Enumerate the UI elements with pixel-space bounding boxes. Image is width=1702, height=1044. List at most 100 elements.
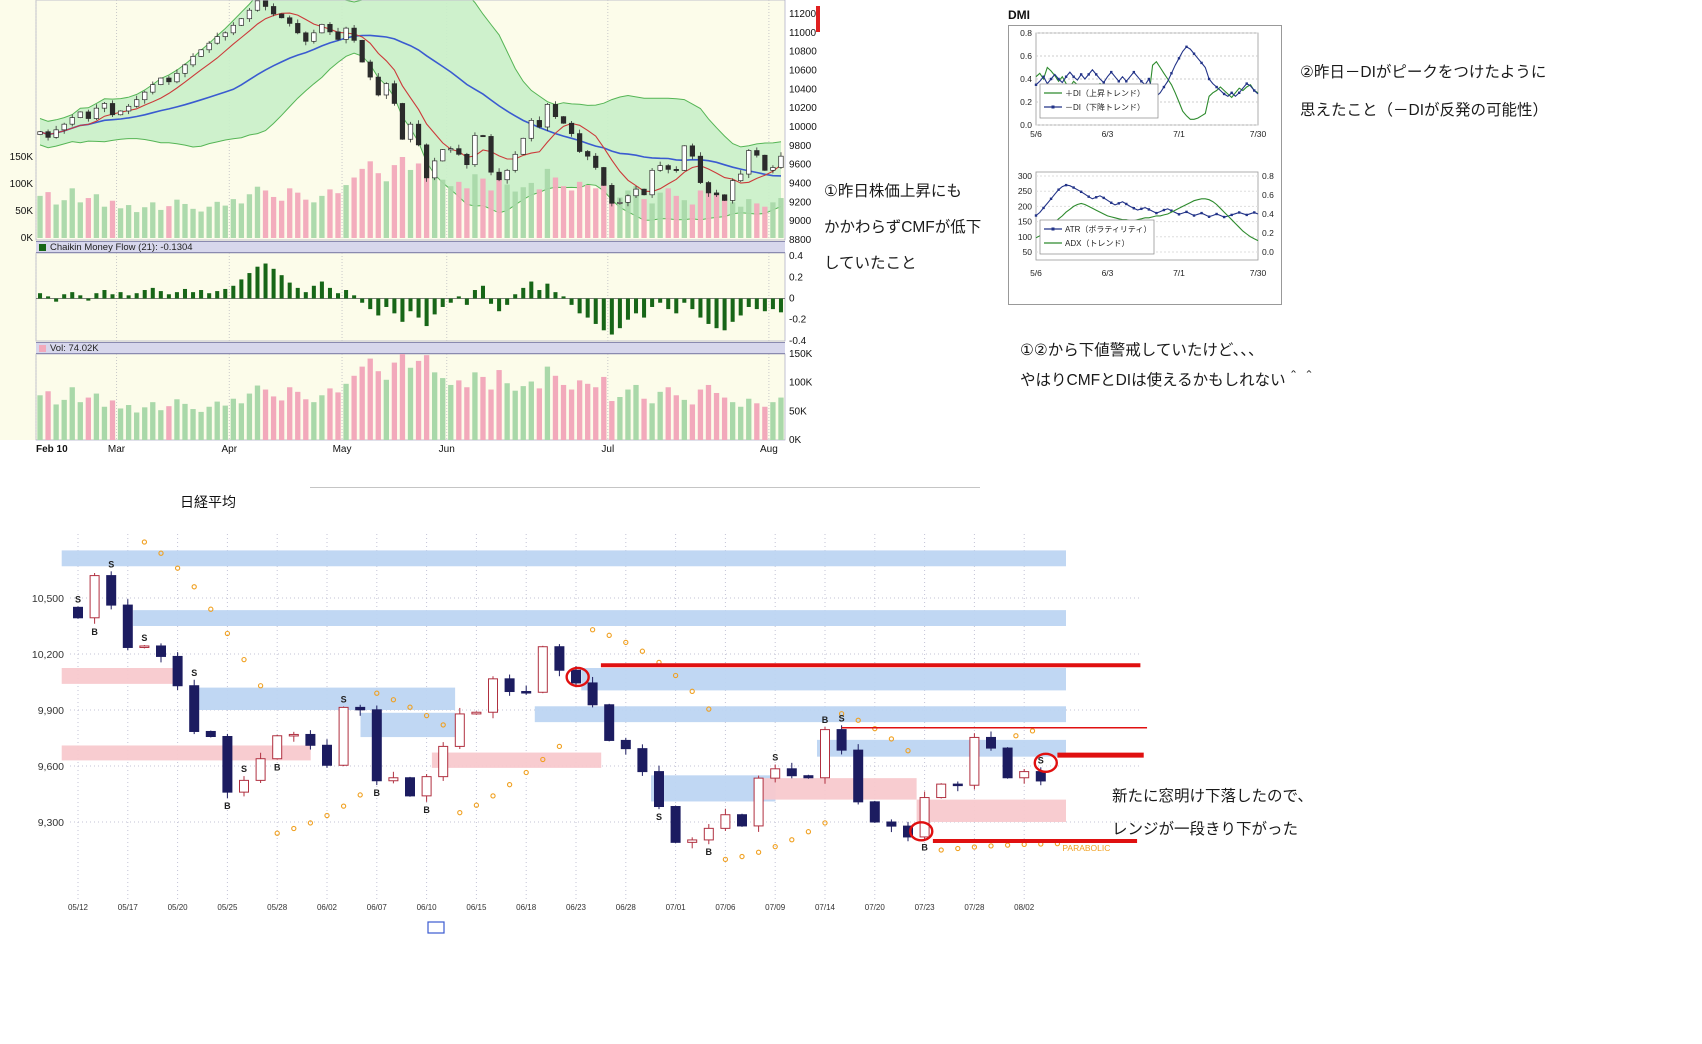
atr-adx-series <box>1034 183 1259 242</box>
note-line: 思えたこと（－DIが反発の可能性） <box>1300 102 1549 119</box>
svg-text:S: S <box>839 713 845 723</box>
svg-text:7/1: 7/1 <box>1173 129 1185 139</box>
note-line: ①昨日株価上昇にも <box>824 183 962 200</box>
svg-text:07/06: 07/06 <box>715 903 736 912</box>
svg-text:06/18: 06/18 <box>516 903 537 912</box>
price-panel <box>37 0 784 238</box>
nikkei-chart-title: 日経平均 <box>180 494 236 510</box>
svg-text:08/02: 08/02 <box>1014 903 1035 912</box>
svg-text:50K: 50K <box>789 406 807 417</box>
svg-text:300: 300 <box>1018 171 1032 181</box>
svg-text:S: S <box>191 668 197 678</box>
svg-text:7/1: 7/1 <box>1173 268 1185 278</box>
svg-text:9,300: 9,300 <box>38 817 64 829</box>
svg-text:0.0: 0.0 <box>1262 247 1274 257</box>
svg-text:B: B <box>706 847 713 857</box>
dmi-legend: ＋DI（上昇トレンド） －DI（下降トレンド） <box>1039 83 1159 119</box>
svg-text:9800: 9800 <box>789 141 812 152</box>
svg-text:0.2: 0.2 <box>1020 97 1032 107</box>
svg-text:10,500: 10,500 <box>32 593 64 605</box>
svg-text:B: B <box>224 801 231 811</box>
support-resistance-bands <box>61 550 1066 823</box>
svg-text:9,600: 9,600 <box>38 761 64 773</box>
candlestick-series <box>37 0 784 207</box>
candlestick-series <box>73 571 1046 849</box>
svg-text:11000: 11000 <box>789 28 817 39</box>
svg-text:0K: 0K <box>789 435 802 446</box>
svg-text:S: S <box>341 694 347 704</box>
svg-text:07/01: 07/01 <box>666 903 687 912</box>
dmi-title: DMI <box>1008 8 1030 22</box>
svg-text:S: S <box>241 764 247 774</box>
svg-text:0.2: 0.2 <box>1262 228 1274 238</box>
svg-text:100K: 100K <box>10 179 34 190</box>
svg-text:100: 100 <box>1018 232 1032 242</box>
svg-text:8800: 8800 <box>789 235 812 246</box>
svg-text:05/28: 05/28 <box>267 903 288 912</box>
svg-text:10,200: 10,200 <box>32 649 64 661</box>
note-line: かかわらずCMFが低下 <box>824 219 982 236</box>
moving-averages <box>39 12 782 193</box>
svg-text:6/3: 6/3 <box>1102 268 1114 278</box>
svg-text:0.4: 0.4 <box>1262 209 1274 219</box>
note-conclusion: ①②から下値警戒していたけど、、、 やはりCMFとDIは使えるかもしれない＾＾ <box>1020 336 1317 396</box>
svg-text:B: B <box>822 715 829 725</box>
svg-text:10200: 10200 <box>789 103 817 114</box>
note-line: 新たに窓明け下落したので、 <box>1112 788 1313 805</box>
svg-text:Feb 10: Feb 10 <box>36 444 68 455</box>
dmi-widget: DMI 0.8 0.6 0.4 0.2 0.0 5/6 6/3 7/1 7/30 ＋DI（上昇トレ… <box>1008 8 1282 305</box>
volume-panel-header: Vol: 74.02K <box>36 342 785 354</box>
svg-text:0K: 0K <box>21 233 34 244</box>
svg-text:07/23: 07/23 <box>915 903 936 912</box>
svg-text:6/3: 6/3 <box>1102 129 1114 139</box>
svg-text:5/6: 5/6 <box>1030 129 1042 139</box>
svg-text:ATR（ボラティリティ）: ATR（ボラティリティ） <box>1065 225 1151 234</box>
svg-text:06/10: 06/10 <box>417 903 438 912</box>
svg-text:-0.2: -0.2 <box>789 315 807 326</box>
breakout-lines <box>600 663 1148 844</box>
svg-text:7/30: 7/30 <box>1250 268 1267 278</box>
svg-text:Jun: Jun <box>439 444 455 455</box>
svg-text:0.8: 0.8 <box>1020 28 1032 38</box>
svg-text:PARABOLIC: PARABOLIC <box>1062 843 1110 853</box>
svg-text:07/20: 07/20 <box>865 903 886 912</box>
svg-text:S: S <box>1038 755 1044 765</box>
svg-text:05/12: 05/12 <box>68 903 89 912</box>
svg-text:10400: 10400 <box>789 84 817 95</box>
svg-text:Aug: Aug <box>760 444 778 455</box>
svg-text:10800: 10800 <box>789 47 817 58</box>
note-range-down: 新たに窓明け下落したので、 レンジが一段きり下がった <box>1112 780 1313 846</box>
divider <box>310 487 980 488</box>
svg-text:150K: 150K <box>789 349 813 360</box>
svg-text:0.0: 0.0 <box>1020 120 1032 130</box>
atr-adx-legend: ATR（ボラティリティ） ADX（トレンド） <box>1039 219 1155 255</box>
svg-text:06/07: 06/07 <box>367 903 388 912</box>
note-di-peak: ②昨日－DIがピークをつけたように 思えたこと（－DIが反発の可能性） <box>1300 54 1548 130</box>
svg-text:0.2: 0.2 <box>789 272 803 283</box>
svg-text:9,900: 9,900 <box>38 705 64 717</box>
svg-text:06/02: 06/02 <box>317 903 338 912</box>
svg-text:ADX（トレンド）: ADX（トレンド） <box>1065 239 1129 248</box>
svg-text:May: May <box>333 444 352 455</box>
cmf-swatch-icon <box>39 243 46 251</box>
svg-text:0: 0 <box>789 294 795 305</box>
svg-text:06/28: 06/28 <box>616 903 637 912</box>
svg-text:9200: 9200 <box>789 197 812 208</box>
svg-text:S: S <box>656 812 662 822</box>
svg-text:05/25: 05/25 <box>217 903 238 912</box>
volume-panel-bars <box>37 354 784 440</box>
grid <box>70 534 1140 900</box>
svg-text:S: S <box>108 559 114 569</box>
svg-text:9600: 9600 <box>789 160 812 171</box>
svg-text:10600: 10600 <box>789 66 817 77</box>
volume-label: Vol: 74.02K <box>50 342 99 354</box>
svg-text:Jul: Jul <box>601 444 614 455</box>
svg-text:100K: 100K <box>789 378 813 389</box>
svg-text:10000: 10000 <box>789 122 817 133</box>
svg-text:B: B <box>423 805 430 815</box>
parabolic-sar-dots <box>141 539 1061 862</box>
cmf-panel-header: Chaikin Money Flow (21): -0.1304 <box>36 241 785 253</box>
svg-text:200: 200 <box>1018 201 1032 211</box>
svg-text:150: 150 <box>1018 217 1032 227</box>
